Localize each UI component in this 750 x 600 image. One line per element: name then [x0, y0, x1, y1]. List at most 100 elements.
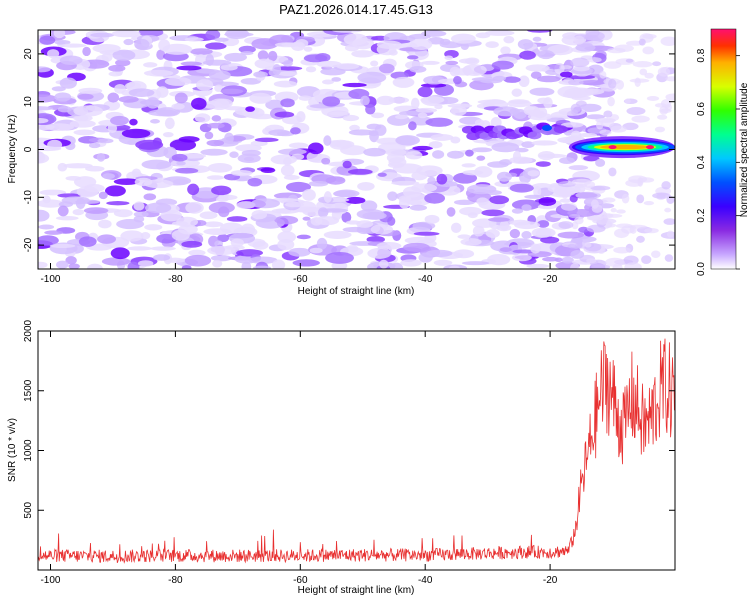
heatmap-cell: [96, 153, 106, 162]
heatmap-cell: [585, 88, 599, 94]
heatmap-cell: [503, 35, 515, 44]
heatmap-cell: [158, 39, 171, 52]
heatmap-cell: [180, 61, 203, 66]
heatmap-cell: [257, 50, 269, 61]
heatmap-cell: [322, 79, 334, 85]
heatmap-cell: [644, 227, 659, 234]
colorbar-tick-label: 0.0: [696, 262, 707, 276]
y-tick-label: 1000: [23, 439, 34, 462]
heatmap-cell: [636, 235, 645, 243]
heatmap-cell: [214, 84, 224, 92]
heatmap-cell: [296, 234, 311, 240]
heatmap-cell: [253, 71, 268, 78]
heatmap-cell: [509, 228, 521, 239]
heatmap-cell: [421, 60, 440, 65]
heatmap-cell: [342, 114, 360, 122]
heatmap-cell: [309, 247, 323, 254]
heatmap-cell: [144, 224, 163, 231]
heatmap-cell: [561, 192, 569, 199]
heatmap-cell: [349, 124, 360, 132]
heatmap-cell: [378, 63, 395, 74]
heatmap-cell: [621, 193, 630, 204]
heatmap-cell: [185, 201, 204, 214]
heatmap-cell: [290, 41, 306, 51]
heatmap-cell: [164, 77, 192, 86]
heatmap-cell: [290, 127, 301, 135]
heatmap-cell: [583, 155, 600, 162]
heatmap-cell: [38, 106, 54, 111]
heatmap-cell: [546, 64, 562, 70]
heatmap-cell: [314, 216, 340, 226]
heatmap-cell: [205, 42, 227, 50]
heatmap-cell: [654, 103, 667, 108]
heatmap-cell: [101, 257, 131, 266]
heatmap-cell: [533, 186, 542, 198]
heatmap-cell: [547, 44, 574, 56]
heatmap-cell: [558, 181, 576, 188]
heatmap-cell: [445, 60, 459, 65]
heatmap-cell: [424, 214, 440, 224]
y-tick-label: 20: [23, 48, 34, 60]
heatmap-cell: [47, 139, 63, 150]
heatmap-cell: [412, 221, 436, 230]
heatmap-cell: [152, 254, 171, 261]
heatmap-cell: [377, 172, 387, 177]
heatmap-cell: [107, 123, 118, 134]
heatmap-cell: [496, 171, 512, 182]
heatmap-cell: [538, 196, 557, 206]
figure-title: PAZ1.2026.014.17.45.G13: [279, 2, 433, 17]
y-tick-label: -20: [23, 237, 34, 252]
heatmap-cell: [524, 194, 545, 199]
heatmap-cell: [415, 107, 438, 113]
heatmap-cell: [395, 135, 420, 146]
heatmap-cell: [181, 265, 192, 269]
heatmap-cell: [575, 191, 601, 199]
heatmap-cell: [280, 98, 295, 108]
heatmap-cell: [323, 191, 332, 203]
heatmap-cell: [250, 198, 280, 209]
heatmap-cell: [83, 207, 109, 214]
heatmap-cell: [322, 96, 341, 107]
heatmap-peak-maximum: [608, 145, 617, 150]
heatmap-cell: [285, 181, 312, 193]
heatmap-cell: [217, 234, 230, 243]
x-tick-label: -40: [418, 575, 433, 586]
heatmap-cell: [47, 49, 60, 59]
heatmap-cell: [247, 177, 263, 187]
heatmap-cell: [316, 60, 342, 68]
heatmap-cell: [463, 65, 472, 76]
heatmap-cell: [450, 136, 461, 144]
heatmap-cell: [408, 121, 417, 131]
heatmap-cell: [444, 55, 454, 61]
heatmap-cell: [370, 224, 394, 235]
heatmap-cell: [654, 126, 666, 133]
heatmap-cell: [408, 200, 422, 206]
heatmap-cell: [615, 79, 625, 90]
heatmap-cell: [366, 212, 385, 220]
spectrogram-heatmap: [38, 30, 675, 269]
heatmap-cell: [498, 159, 513, 166]
heatmap-cell: [578, 79, 606, 86]
heatmap-cell: [526, 263, 550, 269]
heatmap-cell: [607, 96, 615, 107]
heatmap-cell: [137, 260, 154, 267]
heatmap-cell: [248, 256, 278, 264]
heatmap-cell: [44, 230, 64, 235]
heatmap-cell: [110, 115, 129, 126]
heatmap-cell: [108, 71, 123, 77]
heatmap-cell: [410, 38, 433, 50]
heatmap-cell: [76, 186, 99, 198]
heatmap-cell: [146, 97, 160, 109]
heatmap-cell: [38, 118, 49, 124]
heatmap-cell: [238, 45, 256, 54]
heatmap-cell: [542, 256, 559, 262]
heatmap-cell: [275, 208, 292, 214]
heatmap-cell: [530, 243, 541, 254]
heatmap-cell: [430, 133, 454, 141]
heatmap-cell: [450, 33, 476, 44]
heatmap-cell: [245, 106, 255, 112]
heatmap-cell: [387, 191, 398, 201]
snr-ylabel: SNR (10 * v/v): [7, 418, 18, 482]
heatmap-cell: [591, 204, 603, 213]
heatmap-cell: [395, 114, 408, 120]
